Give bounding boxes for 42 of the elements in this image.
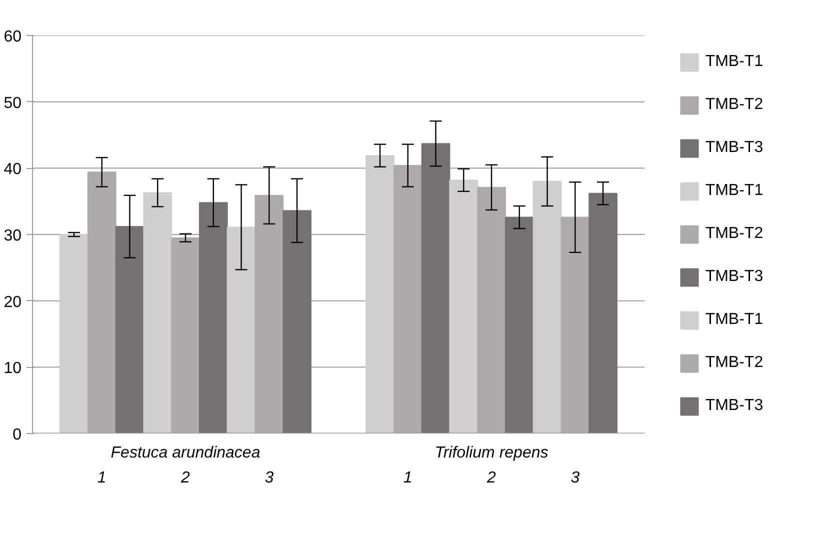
text: 3 (570, 470, 580, 486)
legend-label: TMB-T3 (705, 397, 764, 415)
bar (588, 192, 618, 434)
text: 1 (403, 470, 412, 486)
legend-label: TMB-T2 (705, 96, 764, 114)
y-tick-label: 60 (4, 28, 22, 46)
x-tick-label: Festuca arundinacea (110, 444, 260, 462)
x-tick-label: Trifolium repens (434, 444, 548, 462)
bar (477, 186, 506, 434)
bar (115, 226, 144, 434)
legend-label: TMB-T1 (705, 53, 764, 71)
y-tick-label: 30 (4, 228, 22, 244)
bar (504, 216, 534, 434)
bar (560, 216, 590, 434)
bar (449, 180, 478, 434)
bar (254, 194, 284, 434)
bar (366, 155, 394, 434)
bar (282, 210, 312, 434)
bar (143, 192, 172, 434)
text: 2 (180, 470, 190, 486)
y-tick-label: 50 (4, 94, 22, 112)
bar (60, 234, 88, 434)
bar (226, 226, 256, 434)
legend-label: TMB-T3 (705, 268, 764, 286)
text: 2 (486, 470, 496, 486)
bar (393, 165, 422, 434)
legend-label: TMB-T2 (705, 225, 764, 243)
bar (421, 143, 450, 434)
bar (87, 172, 116, 434)
legend-label: TMB-T2 (705, 354, 764, 372)
legend-label: TMB-T1 (705, 311, 764, 329)
text: 3 (264, 470, 274, 486)
y-tick-label: 20 (4, 294, 22, 311)
y-tick-label: 40 (4, 161, 22, 178)
legend-label: TMB-T1 (705, 182, 764, 200)
y-tick-label: 0 (12, 426, 22, 444)
bar (198, 202, 228, 434)
legend-label: TMB-T3 (705, 139, 764, 157)
text: 1 (97, 470, 106, 486)
bar (171, 237, 200, 434)
y-tick-label: 10 (4, 360, 22, 378)
bar (532, 180, 562, 434)
